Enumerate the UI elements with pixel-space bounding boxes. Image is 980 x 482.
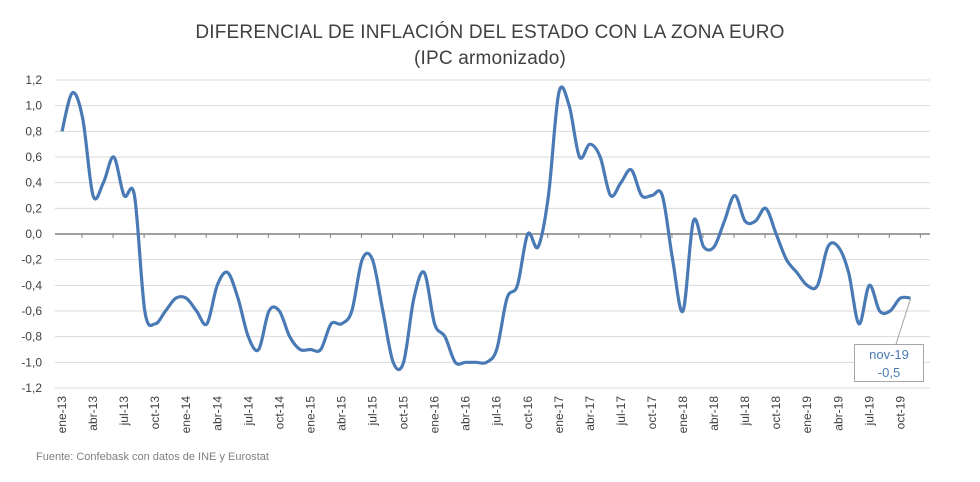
x-tick-label: oct-17 (645, 396, 659, 430)
callout-leader-line (895, 298, 912, 345)
x-tick-label: ene-14 (179, 396, 193, 434)
x-tick-label: ene-15 (303, 396, 317, 434)
y-tick-label: 1,0 (25, 99, 42, 113)
x-tick-label: jul-15 (366, 396, 380, 427)
y-tick-label: 0,0 (25, 227, 42, 241)
x-axis-ticks: ene-13 abr-13 jul-13 oct-13 ene-14 abr-14 jul-… (55, 234, 921, 434)
series-group (60, 85, 911, 372)
y-tick-label: 1,2 (25, 73, 42, 87)
y-tick-label: -0,8 (21, 330, 42, 344)
x-tick-label: jul-19 (862, 396, 876, 427)
y-tick-label: -1,0 (21, 355, 42, 369)
x-tick-label: abr-15 (334, 396, 348, 431)
chart-title: DIFERENCIAL DE INFLACIÓN DEL ESTADO CON … (195, 22, 785, 43)
x-tick-label: ene-19 (800, 396, 814, 434)
y-tick-label: 0,4 (25, 176, 42, 190)
y-tick-label: -0,4 (21, 278, 42, 292)
chart-subtitle: (IPC armonizado) (413, 48, 567, 69)
x-tick-label: jul-14 (241, 396, 255, 427)
x-tick-label: jul-17 (614, 396, 628, 427)
x-tick-label: abr-18 (707, 396, 721, 431)
gridlines (55, 79, 930, 389)
x-tick-label: abr-17 (583, 396, 597, 431)
x-tick-label: abr-14 (210, 396, 224, 431)
x-tick-label: jul-16 (490, 396, 504, 427)
x-tick-label: oct-14 (272, 396, 286, 430)
x-tick-label: ene-17 (552, 396, 566, 434)
x-tick-label: ene-16 (428, 396, 442, 434)
x-tick-label: ene-18 (676, 396, 690, 434)
y-tick-label: -0,6 (21, 304, 42, 318)
x-tick-label: oct-16 (521, 396, 535, 430)
y-tick-label: 0,8 (25, 124, 42, 138)
x-tick-label: ene-13 (55, 396, 69, 434)
x-tick-label: oct-18 (769, 396, 783, 430)
annotation-callout: nov-19 -0,5 (854, 344, 924, 382)
series-line (60, 85, 911, 372)
x-tick-label: jul-18 (738, 396, 752, 427)
x-tick-label: abr-13 (86, 396, 100, 431)
x-tick-label: oct-13 (148, 396, 162, 430)
y-tick-label: 0,2 (25, 201, 42, 215)
y-tick-label: 0,6 (25, 150, 42, 164)
x-tick-label: oct-19 (893, 396, 907, 430)
y-axis-ticks: 1,2 1,0 0,8 0,6 0,4 0,2 0,0 -0,2 -0,4 -0,6 -0,8 -1,… (21, 73, 42, 395)
annotation-label: nov-19 (869, 347, 909, 362)
source-note: Fuente: Confebask con datos de INE y Eur… (36, 451, 269, 463)
x-tick-label: oct-15 (397, 396, 411, 430)
x-tick-label: jul-13 (117, 396, 131, 427)
y-tick-label: -1,2 (21, 381, 42, 395)
annotation-value: -0,5 (877, 365, 901, 380)
y-tick-label: -0,2 (21, 253, 42, 267)
x-tick-label: abr-16 (459, 396, 473, 431)
x-tick-label: abr-19 (831, 396, 845, 431)
